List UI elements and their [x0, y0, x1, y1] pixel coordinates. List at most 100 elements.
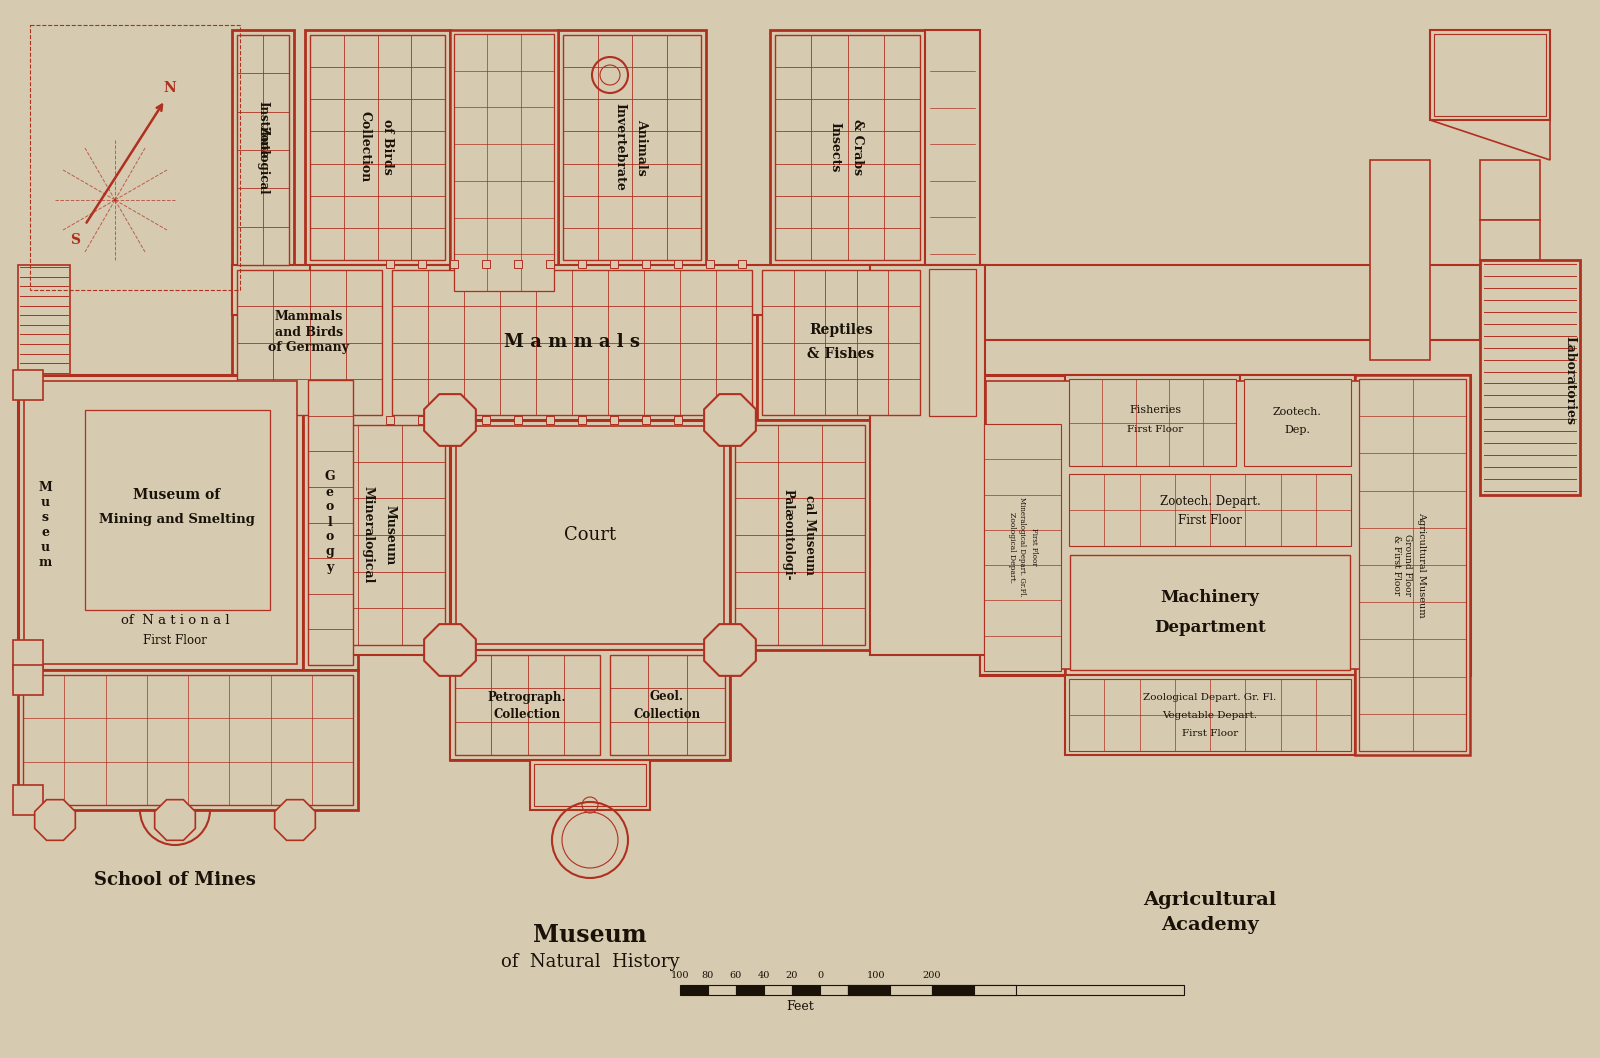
Bar [514, 416, 522, 424]
Bar [1069, 679, 1350, 751]
Text: Mammals
and Birds
of Germany: Mammals and Birds of Germany [269, 310, 349, 353]
Text: First Floor: First Floor [1126, 425, 1182, 435]
Bar [386, 416, 394, 424]
Bar [530, 760, 650, 810]
Text: Mineralogical Depart. Gr.Fl.: Mineralogical Depart. Gr.Fl. [1018, 497, 1026, 597]
Bar [578, 416, 586, 424]
Text: Insects: Insects [829, 122, 842, 172]
Bar [237, 35, 290, 264]
Bar [734, 425, 866, 645]
Bar [738, 260, 746, 268]
Bar [1370, 160, 1430, 360]
Bar [986, 381, 1464, 669]
Bar [386, 260, 394, 268]
Bar [1066, 375, 1240, 470]
Text: Agricultural Museum: Agricultural Museum [1418, 512, 1427, 618]
Bar [1070, 555, 1350, 670]
Polygon shape [424, 395, 475, 445]
Bar [482, 260, 490, 268]
Bar [1480, 220, 1539, 260]
Text: Department: Department [1154, 619, 1266, 636]
Text: Reptiles: Reptiles [810, 323, 874, 338]
Bar [1066, 675, 1355, 755]
Text: Museum: Museum [533, 923, 646, 947]
Bar [450, 420, 730, 650]
Bar [232, 264, 387, 420]
Text: M a m m a l s: M a m m a l s [504, 333, 640, 351]
Bar [736, 985, 765, 995]
Bar [18, 375, 302, 670]
Bar [18, 670, 358, 810]
Bar [80, 405, 275, 615]
Bar [450, 260, 458, 268]
Text: Mineralogical: Mineralogical [362, 487, 374, 584]
Bar [418, 260, 426, 268]
Bar [310, 420, 450, 650]
Bar [1240, 375, 1355, 470]
Text: Collection: Collection [493, 709, 560, 722]
Text: S: S [70, 233, 80, 247]
Bar [558, 30, 706, 264]
Text: Petrograph.: Petrograph. [488, 691, 566, 704]
Bar [85, 411, 270, 610]
Polygon shape [35, 800, 75, 840]
Bar [392, 270, 752, 415]
Bar [13, 370, 43, 400]
Text: 20: 20 [786, 970, 798, 980]
Text: & Fishes: & Fishes [808, 347, 875, 361]
Bar [674, 416, 682, 424]
Bar [680, 985, 707, 995]
Bar [774, 35, 920, 260]
Bar [610, 260, 618, 268]
Bar [1430, 30, 1550, 120]
Text: Collection: Collection [358, 111, 371, 183]
Bar [13, 640, 43, 670]
Text: First Floor: First Floor [1030, 528, 1038, 566]
Bar [1069, 379, 1235, 466]
Bar [642, 416, 650, 424]
Bar [979, 420, 1066, 675]
Text: Agricultural: Agricultural [1144, 891, 1277, 909]
Bar [707, 985, 736, 995]
Bar [930, 269, 976, 416]
Bar [450, 650, 605, 760]
Bar [387, 264, 757, 420]
Text: 80: 80 [702, 970, 714, 980]
Text: 60: 60 [730, 970, 742, 980]
Text: N: N [163, 81, 176, 95]
Polygon shape [424, 624, 475, 676]
Bar [546, 260, 554, 268]
Bar [18, 264, 70, 375]
Bar [925, 30, 979, 295]
Bar [848, 985, 1184, 995]
Bar [610, 655, 725, 755]
Polygon shape [275, 800, 315, 840]
Text: 100: 100 [670, 970, 690, 980]
Bar [22, 675, 354, 805]
Bar [546, 416, 554, 424]
Text: Geol.: Geol. [650, 691, 685, 704]
Bar [706, 260, 714, 268]
Text: 0: 0 [818, 970, 822, 980]
Bar [1066, 470, 1355, 550]
Text: Court: Court [563, 526, 616, 544]
Bar [310, 35, 445, 260]
Text: Zootech. Depart.: Zootech. Depart. [1160, 495, 1261, 509]
Text: cal Museum: cal Museum [803, 495, 816, 574]
Text: Animals: Animals [635, 118, 648, 176]
Bar [307, 380, 354, 665]
Bar [890, 985, 931, 995]
Text: Zootech.: Zootech. [1272, 407, 1322, 417]
Bar [870, 264, 986, 655]
Bar [770, 30, 925, 264]
Bar [819, 985, 848, 995]
Bar [1358, 379, 1466, 751]
Text: Museum: Museum [384, 505, 397, 565]
Bar [30, 25, 240, 290]
Bar [454, 655, 600, 755]
Bar [974, 985, 1016, 995]
Bar [1434, 34, 1546, 116]
Bar [315, 425, 445, 645]
Text: Dep.: Dep. [1283, 425, 1310, 435]
Bar [792, 985, 819, 995]
